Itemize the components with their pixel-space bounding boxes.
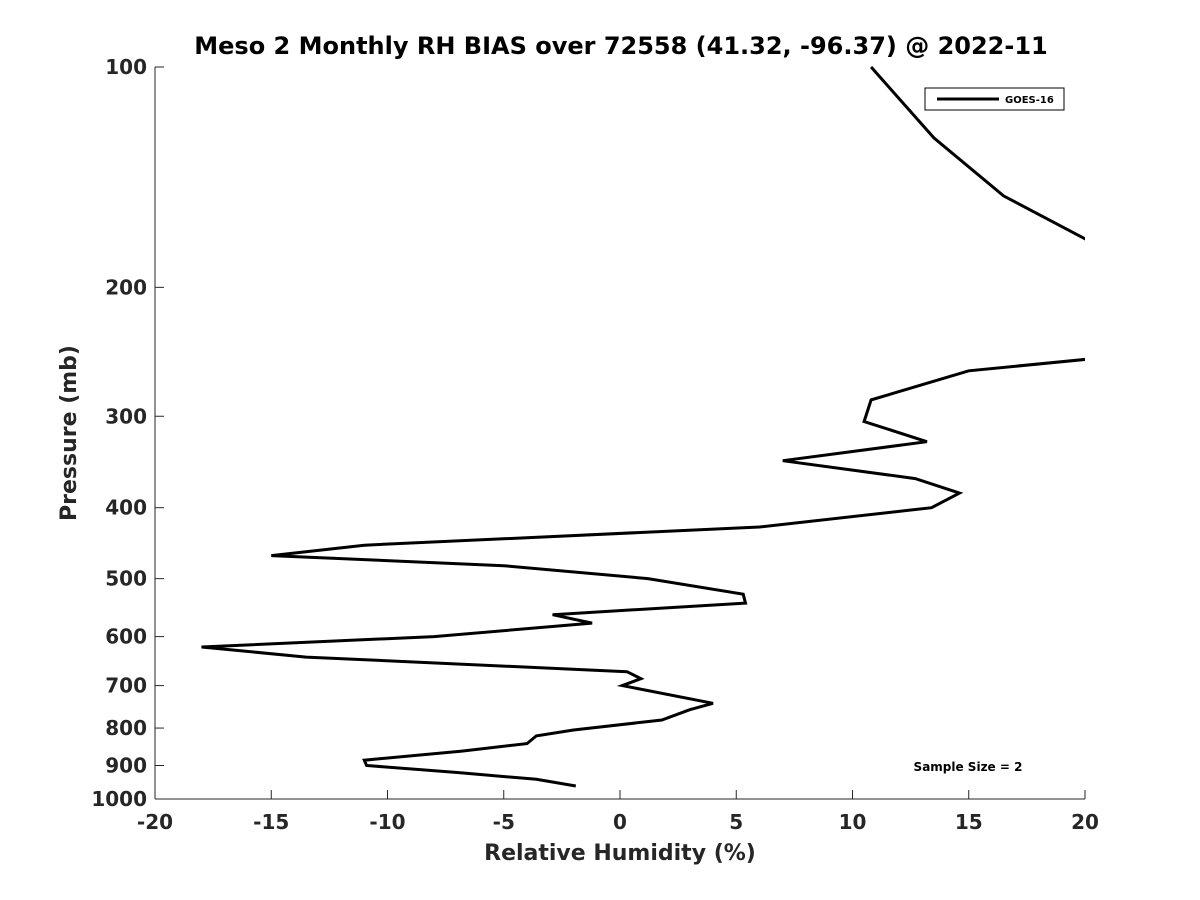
x-tick-label: 0: [613, 810, 627, 834]
sample-size-annotation: Sample Size = 2: [914, 760, 1023, 774]
y-tick-label: 800: [105, 716, 147, 740]
legend: GOES-16: [924, 87, 1065, 111]
y-tick-label: 1000: [91, 787, 147, 811]
y-tick-label: 600: [105, 625, 147, 649]
x-tick-label: -10: [369, 810, 405, 834]
legend-entry-label: GOES-16: [1005, 95, 1054, 106]
y-tick-label: 900: [105, 754, 147, 778]
tick-group: -20 -15 -10 -5 0 5 10 15 20 100 200 300 400 500 600 700…: [91, 55, 1099, 834]
chart-title: Meso 2 Monthly RH BIAS over 72558 (41.32…: [194, 32, 1047, 60]
x-tick-label: 10: [839, 810, 867, 834]
series-line-goes-16: [201, 357, 1085, 788]
y-tick-label: 500: [105, 567, 147, 591]
series-line-goes-16: [869, 66, 1085, 241]
plot-area: [155, 67, 1085, 799]
x-tick-label: 15: [955, 810, 983, 834]
x-tick-label: 20: [1071, 810, 1099, 834]
y-tick-label: 200: [105, 275, 147, 299]
x-tick-label: 5: [729, 810, 743, 834]
y-tick-label: 400: [105, 496, 147, 520]
y-tick-label: 100: [105, 55, 147, 79]
x-axis-label: Relative Humidity (%): [484, 841, 756, 866]
series-layer: [201, 66, 1085, 788]
x-tick-label: -20: [137, 810, 173, 834]
y-tick-label: 300: [105, 404, 147, 428]
x-tick-label: -15: [253, 810, 289, 834]
y-axis-label: Pressure (mb): [57, 345, 82, 521]
y-tick-label: 700: [105, 674, 147, 698]
x-tick-label: -5: [493, 810, 515, 834]
